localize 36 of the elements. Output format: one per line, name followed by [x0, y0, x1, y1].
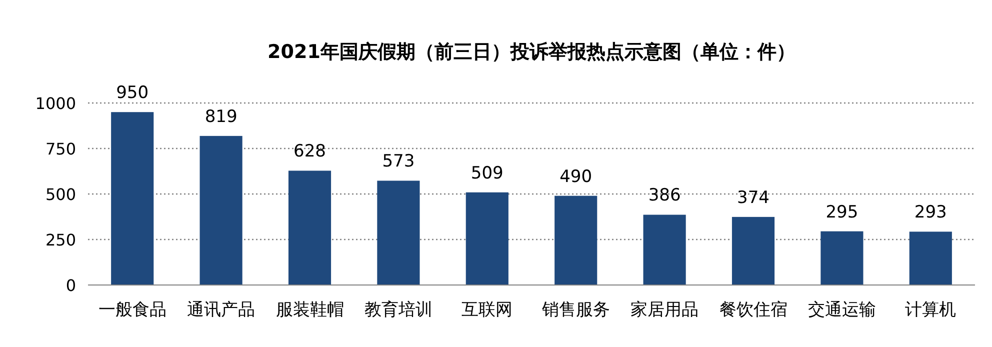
x-tick-label: 通讯产品 — [187, 300, 256, 320]
x-tick-label: 计算机 — [905, 300, 956, 320]
y-tick-label: 1000 — [35, 94, 76, 113]
data-label: 295 — [826, 202, 858, 222]
bar — [466, 192, 508, 285]
bar — [111, 112, 154, 285]
x-tick-label: 交通运输 — [808, 300, 876, 320]
bar — [200, 136, 242, 285]
bar — [820, 231, 864, 285]
x-tick-label: 餐饮住宿 — [719, 300, 788, 320]
y-tick-label: 0 — [66, 276, 76, 295]
bar — [732, 216, 775, 285]
data-label: 573 — [382, 152, 415, 172]
x-tick-label: 家居用品 — [630, 300, 699, 320]
data-label: 490 — [560, 166, 592, 187]
bar — [554, 196, 598, 285]
data-label: 950 — [116, 83, 149, 104]
x-tick-label: 一般食品 — [98, 300, 166, 320]
y-tick-label: 750 — [45, 140, 76, 158]
data-label: 819 — [204, 106, 238, 127]
bar — [909, 232, 952, 285]
x-tick-label: 销售服务 — [540, 300, 610, 320]
x-tick-label: 互联网 — [462, 300, 513, 320]
data-label: 374 — [737, 188, 770, 208]
y-tick-label: 250 — [45, 230, 76, 250]
chart-title: 2021年国庆假期（前三日）投诉举报热点示意图（单位：件） — [268, 41, 796, 63]
data-label: 293 — [914, 202, 947, 223]
data-label: 509 — [470, 163, 504, 184]
data-label: 386 — [648, 186, 681, 206]
bar — [288, 170, 332, 285]
y-tick-label: 500 — [45, 185, 76, 204]
data-label: 628 — [294, 142, 326, 162]
x-tick-label: 教育培训 — [364, 300, 432, 320]
bar — [643, 214, 686, 285]
x-tick-label: 服装鞋帽 — [276, 300, 344, 320]
bar — [377, 180, 420, 285]
